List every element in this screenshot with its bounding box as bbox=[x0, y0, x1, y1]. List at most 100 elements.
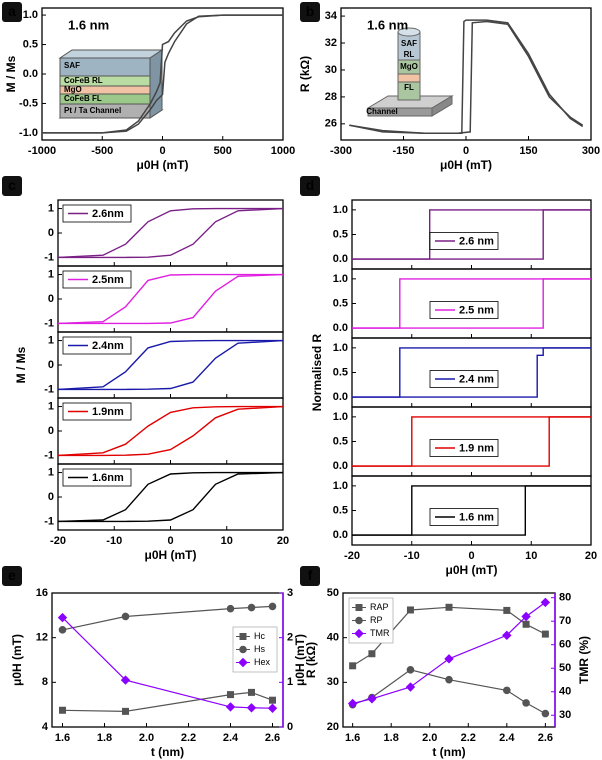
x-axis-label: μ0H (mT) bbox=[440, 158, 492, 172]
marker bbox=[347, 698, 358, 709]
y-tick-label: 0.5 bbox=[333, 366, 348, 378]
y-tick-label: 1 bbox=[287, 676, 293, 688]
y-tick-label: 1.0 bbox=[333, 480, 348, 492]
marker bbox=[445, 603, 453, 611]
y-tick-label: 1 bbox=[48, 400, 54, 412]
legend-label: 1.6nm bbox=[92, 472, 124, 484]
y-tick-label: 0.0 bbox=[333, 460, 348, 472]
marker bbox=[355, 604, 363, 611]
x-tick-label: 20 bbox=[277, 535, 289, 547]
legend-box bbox=[429, 232, 499, 250]
marker bbox=[349, 662, 357, 670]
y-tick-label: -1 bbox=[44, 515, 54, 527]
y-tick-label: 16 bbox=[36, 587, 48, 599]
panel-label: b bbox=[306, 3, 315, 19]
legend-label: 2.5 nm bbox=[459, 304, 494, 316]
panel-badge bbox=[2, 566, 22, 586]
marker bbox=[267, 703, 278, 713]
legend-box bbox=[429, 439, 499, 457]
legend-box bbox=[62, 204, 132, 223]
y-tick-label: 0 bbox=[48, 425, 54, 437]
y-tick-label: 0.5 bbox=[333, 228, 348, 240]
data-line bbox=[349, 20, 584, 135]
x-tick-label: 2.4 bbox=[499, 732, 515, 744]
marker bbox=[406, 606, 414, 614]
legend-label: 1.9nm bbox=[92, 406, 124, 418]
panel-badge bbox=[300, 566, 320, 586]
x-tick-label: 10 bbox=[221, 535, 233, 547]
y-tick-label: 30 bbox=[327, 676, 339, 688]
x-tick-label: -1000 bbox=[28, 145, 56, 157]
data-line bbox=[352, 347, 591, 398]
inset-label: SAF bbox=[401, 39, 417, 48]
marker bbox=[225, 702, 236, 712]
data-line bbox=[58, 471, 284, 523]
data-line bbox=[42, 14, 283, 134]
y-tick-label: 1.0 bbox=[333, 204, 348, 216]
x-axis-label: t (nm) bbox=[151, 745, 184, 759]
x-tick-label: 1.6 bbox=[345, 732, 360, 744]
data-line bbox=[58, 405, 284, 457]
data-line bbox=[62, 691, 273, 713]
marker bbox=[57, 612, 68, 623]
y-tick-label: 34 bbox=[325, 10, 338, 22]
data-line bbox=[349, 19, 584, 135]
y-tick-label: 0.0 bbox=[333, 253, 348, 265]
y-tick-label: -1 bbox=[44, 383, 54, 395]
marker bbox=[368, 650, 376, 658]
x-tick-label: 2.0 bbox=[139, 732, 154, 744]
x-tick-label: 2.6 bbox=[265, 732, 280, 744]
legend-label: 2.4 nm bbox=[459, 373, 494, 385]
marker bbox=[239, 633, 247, 640]
marker bbox=[405, 682, 416, 692]
x-tick-label: 0 bbox=[468, 550, 474, 562]
y-tick-label: 40 bbox=[327, 632, 339, 644]
x-tick-label: 1.8 bbox=[384, 732, 399, 744]
data-line bbox=[57, 207, 283, 259]
y-tick-label: 12 bbox=[36, 632, 48, 644]
inset-label: SAF bbox=[64, 61, 80, 70]
y-axis-label: M / Ms bbox=[4, 55, 18, 92]
y-tick-label: 0 bbox=[48, 491, 54, 503]
x-tick-label: 2.4 bbox=[223, 732, 239, 744]
x-tick-label: -10 bbox=[106, 535, 122, 547]
inset-label: CoFeB FL bbox=[64, 94, 102, 103]
data-line bbox=[57, 273, 283, 325]
x-tick-label: 1000 bbox=[271, 145, 295, 157]
legend-label: Hex bbox=[254, 657, 271, 667]
inset-label: CoFeB RL bbox=[64, 76, 103, 85]
marker bbox=[120, 675, 131, 685]
panel-label: e bbox=[8, 567, 16, 583]
marker bbox=[226, 604, 235, 613]
legend-label: 2.4nm bbox=[92, 340, 124, 352]
y-tick-label: -1 bbox=[44, 449, 54, 461]
y-tick-label: 0.5 bbox=[333, 297, 348, 309]
x-tick-label: 0 bbox=[159, 145, 165, 157]
inset-label: Channel bbox=[366, 107, 398, 116]
marker bbox=[445, 675, 453, 684]
marker bbox=[540, 597, 551, 608]
marker bbox=[355, 616, 363, 625]
y-axis-label: R (kΩ) bbox=[304, 642, 318, 678]
x-tick-label: 2.2 bbox=[461, 732, 476, 744]
marker bbox=[521, 611, 531, 622]
x-axis-label: μ0H (mT) bbox=[136, 158, 188, 172]
panel-badge bbox=[300, 2, 320, 22]
y-tick-label: 30 bbox=[325, 64, 337, 76]
annotation: 1.6 nm bbox=[68, 17, 109, 32]
panel-badge bbox=[300, 176, 320, 196]
x-tick-label: 300 bbox=[582, 145, 600, 157]
legend-label: 2.6nm bbox=[92, 208, 124, 220]
y-tick-label: 40 bbox=[559, 686, 571, 698]
x-tick-label: 0 bbox=[463, 145, 469, 157]
panel-label: c bbox=[8, 177, 16, 193]
y-tick-label: 0 bbox=[48, 359, 54, 371]
y-tick-label: 1.0 bbox=[333, 411, 348, 423]
y-tick-label: 0.0 bbox=[333, 322, 348, 334]
x-tick-label: 2.0 bbox=[422, 732, 437, 744]
y-tick-label: 50 bbox=[327, 587, 339, 599]
legend-box bbox=[62, 336, 132, 355]
data-line bbox=[58, 339, 284, 391]
inset-label: RL bbox=[404, 50, 415, 59]
y-tick-label: 0.0 bbox=[333, 391, 348, 403]
